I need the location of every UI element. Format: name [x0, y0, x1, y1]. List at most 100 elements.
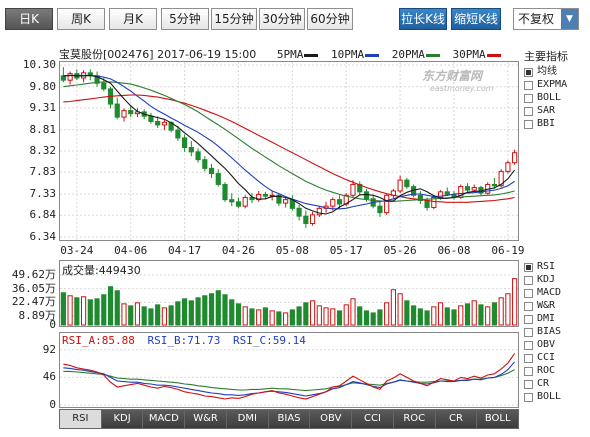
volume-bar [148, 308, 154, 326]
shrink-kline-button[interactable]: 缩短K线 [451, 8, 501, 30]
main-indicator-sar[interactable]: SAR [522, 105, 590, 118]
tab-kdj[interactable]: KDJ [101, 409, 144, 429]
indicator-panel: 主要指标 均线 EXPMA BOLL SAR BBI RSI KDJ MACD W&R DMI B… [522, 48, 590, 402]
period-button-weekly[interactable]: 周K [57, 8, 105, 30]
tab-dmi[interactable]: DMI [226, 409, 269, 429]
candle-body [155, 120, 161, 126]
tab-bias[interactable]: BIAS [268, 409, 311, 429]
period-button-monthly[interactable]: 月K [109, 8, 157, 30]
checkbox-icon[interactable] [524, 263, 533, 272]
main-indicator-expma[interactable]: EXPMA [522, 79, 590, 92]
ma-legend-20: 20PMA [391, 48, 425, 61]
main-indicator-0[interactable]: 均线 [522, 66, 590, 79]
price-y-tick: 10.30 [22, 58, 56, 71]
ma20-key [425, 53, 440, 57]
volume-bar [451, 309, 457, 326]
checkbox-icon[interactable] [524, 380, 533, 389]
ma-legend-30: 30PMA [452, 48, 486, 61]
sub-indicator-macd[interactable]: MACD [522, 287, 561, 300]
candle-body [437, 191, 444, 198]
period-button-30min[interactable]: 30分钟 [259, 8, 305, 30]
period-button-60min[interactable]: 60分钟 [307, 8, 353, 30]
tab-cci[interactable]: CCI [352, 409, 394, 429]
checkbox-icon[interactable] [524, 107, 533, 116]
indicator-label: BIAS [537, 326, 562, 337]
candle-body [316, 207, 322, 216]
checkbox-icon[interactable] [524, 68, 533, 77]
sub-indicator-dmi[interactable]: DMI [522, 313, 561, 326]
checkbox-icon[interactable] [524, 81, 533, 90]
rsi-legend-a: RSI_A:85.88 [62, 334, 135, 347]
ma5-line [63, 74, 516, 215]
volume-bar [168, 305, 174, 326]
candle-body [128, 110, 134, 115]
volume-y-tick: 49.62万 [11, 268, 56, 281]
tab-obv[interactable]: OBV [310, 409, 353, 429]
volume-bar [155, 304, 161, 326]
price-x-tick: 03-24 [60, 244, 94, 257]
candle-body [148, 115, 154, 122]
period-button-15min[interactable]: 15分钟 [211, 8, 257, 30]
sub-indicator-obv[interactable]: OBV [522, 339, 561, 352]
candle-body [424, 200, 430, 208]
checkbox-icon[interactable] [524, 120, 533, 129]
indicator-label: BOLL [537, 391, 562, 402]
sub-indicator-rsi[interactable]: RSI [522, 261, 561, 274]
candle-body [215, 173, 221, 185]
checkbox-icon[interactable] [524, 302, 533, 311]
sub-indicator-roc[interactable]: ROC [522, 365, 561, 378]
checkbox-icon[interactable] [524, 94, 533, 103]
checkbox-icon[interactable] [524, 341, 533, 350]
adjust-select[interactable]: 不复权 ▼ [513, 8, 579, 30]
volume-bar [424, 310, 430, 326]
tab-wr[interactable]: W&R [185, 409, 227, 429]
sub-indicator-bias[interactable]: BIAS [522, 326, 561, 339]
tab-rsi[interactable]: RSI [59, 409, 102, 429]
period-button-5min[interactable]: 5分钟 [161, 8, 209, 30]
volume-bar [498, 297, 504, 326]
candle-body [67, 73, 73, 81]
volume-bar [397, 293, 403, 326]
sub-indicator-wr[interactable]: W&R [522, 300, 561, 313]
checkbox-icon[interactable] [524, 315, 533, 324]
tab-cr[interactable]: CR [435, 409, 478, 429]
volume-bar [128, 305, 134, 326]
checkbox-icon[interactable] [524, 289, 533, 298]
candle-body [350, 183, 356, 196]
volume-bar [390, 289, 396, 326]
checkbox-icon[interactable] [524, 393, 533, 402]
main-indicator-boll[interactable]: BOLL [522, 92, 590, 105]
indicator-label: ROC [537, 365, 556, 376]
sub-indicator-cr[interactable]: CR [522, 378, 561, 391]
price-x-tick: 04-17 [168, 244, 202, 257]
tab-boll[interactable]: BOLL [477, 409, 520, 429]
tab-macd[interactable]: MACD [143, 409, 186, 429]
checkbox-icon[interactable] [524, 354, 533, 363]
volume-bar [269, 310, 275, 326]
tab-roc[interactable]: ROC [393, 409, 436, 429]
sub-indicator-kdj[interactable]: KDJ [522, 274, 561, 287]
checkbox-icon[interactable] [524, 276, 533, 285]
volume-bar [417, 308, 423, 326]
checkbox-icon[interactable] [524, 328, 533, 337]
watermark: 东方财富网 eastmoney.com [422, 67, 494, 93]
price-y-tick: 6.84 [29, 208, 57, 222]
volume-bar [107, 286, 114, 326]
indicator-label: MACD [537, 287, 562, 298]
candle-body [431, 196, 437, 208]
main-indicator-bbi[interactable]: BBI [522, 118, 590, 131]
sub-indicator-boll[interactable]: BOLL [522, 391, 561, 404]
sub-indicator-cci[interactable]: CCI [522, 352, 561, 365]
checkbox-icon[interactable] [524, 367, 533, 376]
price-x-tick: 04-06 [114, 244, 148, 257]
volume-bar [478, 304, 484, 326]
indicator-label: CR [537, 378, 550, 389]
indicator-label: OBV [537, 339, 556, 350]
volume-bar [276, 311, 282, 326]
watermark-cn: 东方财富网 [422, 69, 483, 83]
period-button-daily[interactable]: 日K [5, 8, 53, 30]
stretch-kline-button[interactable]: 拉长K线 [399, 8, 447, 30]
candle-body [498, 170, 504, 187]
volume-bar [330, 308, 336, 326]
volume-bar [74, 297, 80, 326]
